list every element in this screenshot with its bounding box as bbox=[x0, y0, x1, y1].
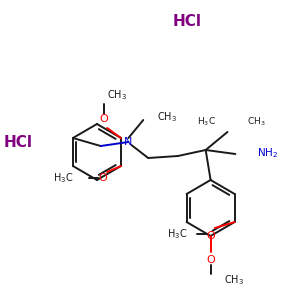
Text: O: O bbox=[100, 114, 109, 124]
Text: CH$_3$: CH$_3$ bbox=[224, 273, 244, 287]
Text: H$_3$C: H$_3$C bbox=[196, 116, 216, 128]
Text: CH$_3$: CH$_3$ bbox=[247, 116, 266, 128]
Text: O: O bbox=[206, 255, 215, 265]
Text: CH$_3$: CH$_3$ bbox=[107, 88, 127, 102]
Text: H$_3$C: H$_3$C bbox=[53, 171, 74, 185]
Text: O: O bbox=[206, 231, 215, 241]
Text: N: N bbox=[124, 137, 133, 147]
Text: CH$_3$: CH$_3$ bbox=[157, 110, 177, 124]
Text: HCl: HCl bbox=[172, 14, 202, 28]
Text: H$_3$C: H$_3$C bbox=[167, 227, 187, 241]
Text: HCl: HCl bbox=[3, 135, 32, 150]
Text: NH$_2$: NH$_2$ bbox=[257, 146, 278, 160]
Text: O: O bbox=[99, 173, 107, 183]
